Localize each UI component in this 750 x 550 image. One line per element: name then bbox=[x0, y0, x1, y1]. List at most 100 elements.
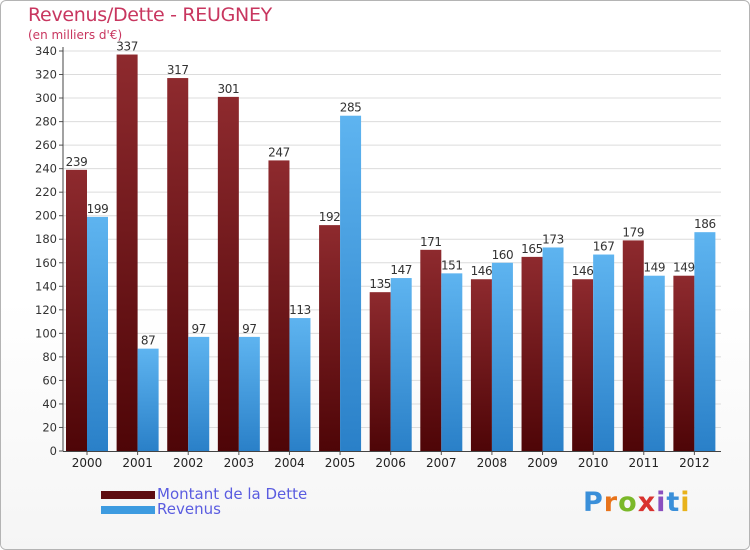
chart-title: Revenus/Dette - REUGNEY bbox=[28, 4, 272, 26]
data-label-debt: 146 bbox=[572, 264, 594, 278]
data-label-debt: 165 bbox=[521, 242, 543, 256]
data-label-revenus: 151 bbox=[441, 258, 463, 272]
logo-letter: r bbox=[603, 487, 619, 518]
axes: 0 20 40 60 80 100 120 140 160 180 200 220 240 260 280 3… bbox=[35, 44, 721, 470]
y-tick-label: 120 bbox=[35, 303, 57, 317]
bar-debt bbox=[66, 169, 87, 451]
bar-debt bbox=[268, 160, 290, 452]
bar-debt bbox=[217, 96, 239, 451]
data-label-debt: 317 bbox=[167, 63, 189, 77]
data-label-debt: 149 bbox=[673, 261, 695, 275]
bar-debt bbox=[622, 240, 644, 451]
data-label-debt: 179 bbox=[622, 225, 644, 239]
bar-debt bbox=[369, 292, 391, 451]
y-tick-label: 20 bbox=[42, 420, 57, 434]
data-label-revenus: 113 bbox=[289, 303, 311, 317]
x-tick-label: 2006 bbox=[375, 456, 406, 470]
y-tick-label: 180 bbox=[35, 232, 57, 246]
data-label-debt: 146 bbox=[471, 264, 493, 278]
bar-revenus bbox=[289, 318, 311, 451]
x-tick-label: 2000 bbox=[72, 456, 103, 470]
legend-label-revenus: Revenus bbox=[157, 500, 221, 518]
y-tick-label: 100 bbox=[35, 326, 57, 340]
bar-revenus bbox=[593, 254, 615, 451]
bar-revenus bbox=[694, 232, 716, 451]
x-tick-label: 2010 bbox=[578, 456, 609, 470]
data-label-debt: 337 bbox=[116, 40, 138, 54]
data-label-revenus: 97 bbox=[242, 322, 256, 336]
x-tick-label: 2003 bbox=[224, 456, 255, 470]
data-label-revenus: 199 bbox=[87, 202, 109, 216]
x-tick-label: 2005 bbox=[325, 456, 356, 470]
bar-revenus bbox=[238, 336, 260, 451]
y-tick-label: 300 bbox=[35, 91, 57, 105]
bar-revenus bbox=[491, 262, 513, 451]
data-label-debt: 239 bbox=[66, 155, 88, 169]
y-tick-label: 220 bbox=[35, 185, 57, 199]
y-tick-label: 80 bbox=[42, 350, 57, 364]
bar-debt bbox=[572, 279, 594, 451]
data-label-revenus: 186 bbox=[694, 217, 716, 231]
data-label-revenus: 285 bbox=[340, 101, 362, 115]
logo-letter: o bbox=[618, 487, 638, 518]
data-label-revenus: 87 bbox=[141, 334, 155, 348]
y-tick-label: 280 bbox=[35, 115, 57, 129]
legend-swatch-debt bbox=[101, 491, 155, 499]
y-tick-label: 60 bbox=[42, 373, 57, 387]
bar-revenus bbox=[188, 336, 210, 451]
data-label-revenus: 149 bbox=[643, 261, 665, 275]
logo-letter: x bbox=[637, 487, 657, 518]
logo-letter: P bbox=[583, 487, 604, 518]
y-tick-label: 40 bbox=[42, 397, 57, 411]
x-tick-label: 2007 bbox=[426, 456, 457, 470]
x-tick-label: 2002 bbox=[173, 456, 204, 470]
legend-label-debt: Montant de la Dette bbox=[157, 485, 308, 503]
bar-debt bbox=[470, 279, 492, 451]
bar-revenus bbox=[643, 275, 665, 451]
data-label-revenus: 173 bbox=[542, 232, 564, 246]
data-label-revenus: 167 bbox=[593, 240, 615, 254]
data-label-revenus: 147 bbox=[390, 263, 412, 277]
x-tick-label: 2001 bbox=[122, 456, 153, 470]
bar-revenus bbox=[87, 216, 108, 451]
x-tick-label: 2008 bbox=[477, 456, 508, 470]
bar-revenus bbox=[441, 273, 463, 451]
bar-revenus bbox=[340, 115, 362, 452]
x-tick-label: 2011 bbox=[628, 456, 659, 470]
bar-debt bbox=[116, 54, 138, 451]
x-tick-label: 2004 bbox=[274, 456, 305, 470]
bar-revenus bbox=[137, 348, 159, 451]
logo-letter: t bbox=[666, 487, 681, 518]
data-label-revenus: 160 bbox=[492, 248, 514, 262]
bar-debt bbox=[673, 275, 695, 451]
data-label-debt: 192 bbox=[319, 210, 341, 224]
y-tick-label: 200 bbox=[35, 209, 57, 223]
x-tick-label: 2012 bbox=[679, 456, 710, 470]
data-label-debt: 171 bbox=[420, 235, 442, 249]
y-tick-label: 0 bbox=[50, 444, 57, 458]
bar-debt bbox=[167, 78, 189, 451]
bars bbox=[66, 54, 716, 452]
legend-swatch-revenus bbox=[101, 506, 155, 514]
y-tick-label: 240 bbox=[35, 162, 57, 176]
proxiti-logo: Proxiti bbox=[583, 487, 691, 518]
bar-revenus bbox=[542, 247, 564, 451]
logo-letter: i bbox=[656, 487, 667, 518]
bar-debt bbox=[521, 256, 543, 451]
data-label-debt: 135 bbox=[369, 277, 391, 291]
y-tick-label: 160 bbox=[35, 256, 57, 270]
bar-debt bbox=[420, 249, 442, 451]
y-tick-label: 140 bbox=[35, 279, 57, 293]
y-tick-label: 320 bbox=[35, 68, 57, 82]
bar-debt bbox=[319, 225, 341, 451]
y-tick-label: 340 bbox=[35, 44, 57, 58]
data-label-debt: 247 bbox=[268, 145, 290, 159]
bar-revenus bbox=[390, 278, 412, 451]
data-label-revenus: 97 bbox=[191, 322, 205, 336]
y-tick-label: 260 bbox=[35, 138, 57, 152]
x-tick-label: 2009 bbox=[527, 456, 558, 470]
data-label-debt: 301 bbox=[217, 82, 239, 96]
